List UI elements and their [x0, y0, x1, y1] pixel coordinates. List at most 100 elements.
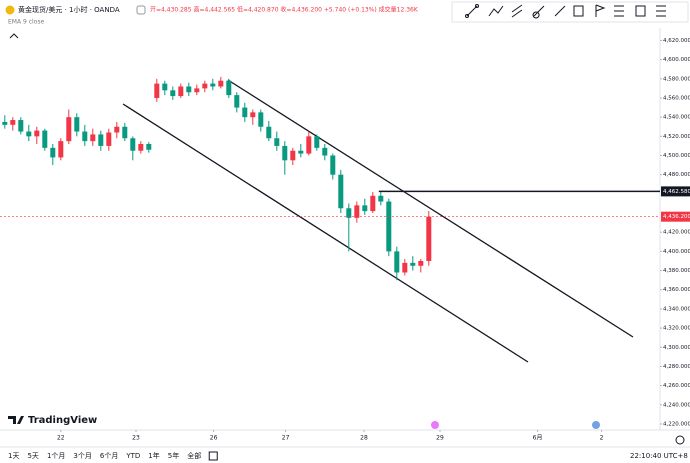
y-tick-label: 4,540.000 — [663, 115, 690, 121]
candle-body — [170, 90, 176, 97]
candle-body — [26, 131, 32, 137]
x-tick-label: 2 — [600, 435, 604, 442]
range-button[interactable]: 1年 — [148, 451, 159, 460]
tool-path[interactable] — [488, 5, 504, 17]
range-button[interactable]: 1天 — [8, 452, 19, 460]
ohlc: 开=4,430.285 高=4,442.565 低=4,420.870 收=4,… — [150, 6, 419, 14]
range-button[interactable]: 1个月 — [47, 452, 65, 460]
drawing-toolbar — [451, 1, 689, 23]
symbol: 黄金现货/美元 · 1小时 · OANDA — [18, 5, 120, 14]
x-tick-label: 26 — [210, 435, 218, 442]
candle-body — [346, 208, 352, 218]
clock: 22:10:40 UTC+8 — [630, 452, 688, 460]
price-label: 4,436.200 — [663, 214, 690, 220]
tool-trend[interactable] — [465, 4, 479, 18]
tool-flag[interactable] — [595, 4, 606, 17]
y-tick-label: 4,320.000 — [663, 326, 690, 332]
y-tick-label: 4,420.000 — [663, 230, 690, 236]
y-tick-label: 4,380.000 — [663, 268, 690, 274]
tool-brush[interactable] — [532, 5, 545, 19]
y-tick-label: 4,620.000 — [663, 38, 690, 44]
candle-body — [2, 121, 8, 125]
candle-body — [250, 112, 256, 118]
range-button[interactable]: 全部 — [187, 451, 201, 460]
flag-button[interactable] — [136, 5, 146, 15]
y-tick-label: 4,280.000 — [663, 364, 690, 370]
date-range-button[interactable] — [208, 451, 218, 461]
channel-upper[interactable] — [227, 79, 634, 338]
candle-body — [306, 136, 312, 154]
y-tick-label: 4,360.000 — [663, 287, 690, 293]
candle-body — [274, 138, 280, 146]
range-button[interactable]: 6个月 — [100, 452, 118, 460]
candle-body — [194, 88, 200, 93]
candle-body — [178, 86, 184, 97]
tool-rect[interactable] — [573, 5, 584, 17]
candle-body — [378, 195, 384, 202]
logo: TradingView — [8, 415, 97, 426]
candle-body — [338, 174, 344, 209]
candle-body — [146, 144, 152, 150]
candle-body — [154, 83, 160, 98]
x-tick-label: 22 — [57, 435, 65, 442]
candle-body — [210, 83, 216, 87]
y-tick-label: 4,480.000 — [663, 172, 690, 178]
x-tick-label: 27 — [282, 435, 290, 442]
y-tick-label: 4,300.000 — [663, 345, 690, 351]
candle-body — [34, 130, 40, 137]
candle-body — [106, 132, 112, 146]
candle-body — [122, 126, 128, 139]
y-tick-label: 4,580.000 — [663, 76, 690, 82]
axes: 4,220.000 4,240.000 4,260.000 4,280.000 4,30… — [57, 38, 690, 442]
candle-body — [394, 251, 400, 273]
settings-button[interactable] — [675, 435, 685, 445]
candle-body — [234, 95, 240, 108]
candle-body — [314, 136, 320, 148]
candle-body — [18, 120, 24, 132]
range-button[interactable]: 3个月 — [73, 452, 91, 460]
candle-body — [426, 216, 432, 261]
candle-body — [242, 107, 248, 118]
y-tick-label: 4,260.000 — [663, 383, 690, 389]
tool-fib[interactable] — [614, 5, 624, 17]
candle-body — [266, 126, 272, 139]
collapse-button[interactable] — [9, 33, 19, 39]
event-icon-us[interactable] — [592, 421, 600, 429]
toolbar-frame — [451, 1, 689, 23]
plot — [0, 76, 660, 281]
tool-more[interactable] — [656, 5, 666, 17]
tool-parallel[interactable] — [511, 4, 523, 18]
logo-mark — [8, 416, 24, 424]
candle-body — [10, 120, 16, 125]
candle-body — [410, 262, 416, 266]
candle-body — [290, 150, 296, 161]
y-tick-label: 4,220.000 — [663, 421, 690, 427]
channel-lower[interactable] — [122, 103, 529, 363]
candle-body — [82, 131, 88, 142]
candle-body — [42, 130, 48, 148]
candle-body — [322, 147, 328, 156]
candle-body — [130, 138, 136, 151]
tool-measure[interactable] — [635, 5, 646, 17]
tool-line[interactable] — [554, 5, 566, 17]
range-button[interactable]: YTD — [125, 452, 140, 460]
symbol-icon — [5, 5, 15, 15]
candle-body — [74, 117, 80, 132]
price-label: 4,462.580 — [663, 189, 690, 195]
x-tick-label: 29 — [436, 435, 444, 442]
footer: 22:10:40 UTC+8 1天 5天 1个月 3个月 6个月 YTD 1年 5年 全部 — [8, 435, 688, 461]
candle-body — [258, 112, 264, 127]
candle-body — [218, 80, 224, 87]
y-tick-label: 4,240.000 — [663, 402, 690, 408]
range-button[interactable]: 5天 — [27, 452, 38, 460]
candle-body — [186, 86, 192, 93]
event-icon[interactable] — [431, 421, 439, 429]
candle-body — [138, 144, 144, 151]
price-label-bg — [661, 186, 690, 197]
candle-body — [202, 83, 208, 89]
range-button[interactable]: 5年 — [168, 451, 179, 460]
candle-body — [90, 134, 96, 142]
x-tick-label: 23 — [132, 435, 140, 442]
